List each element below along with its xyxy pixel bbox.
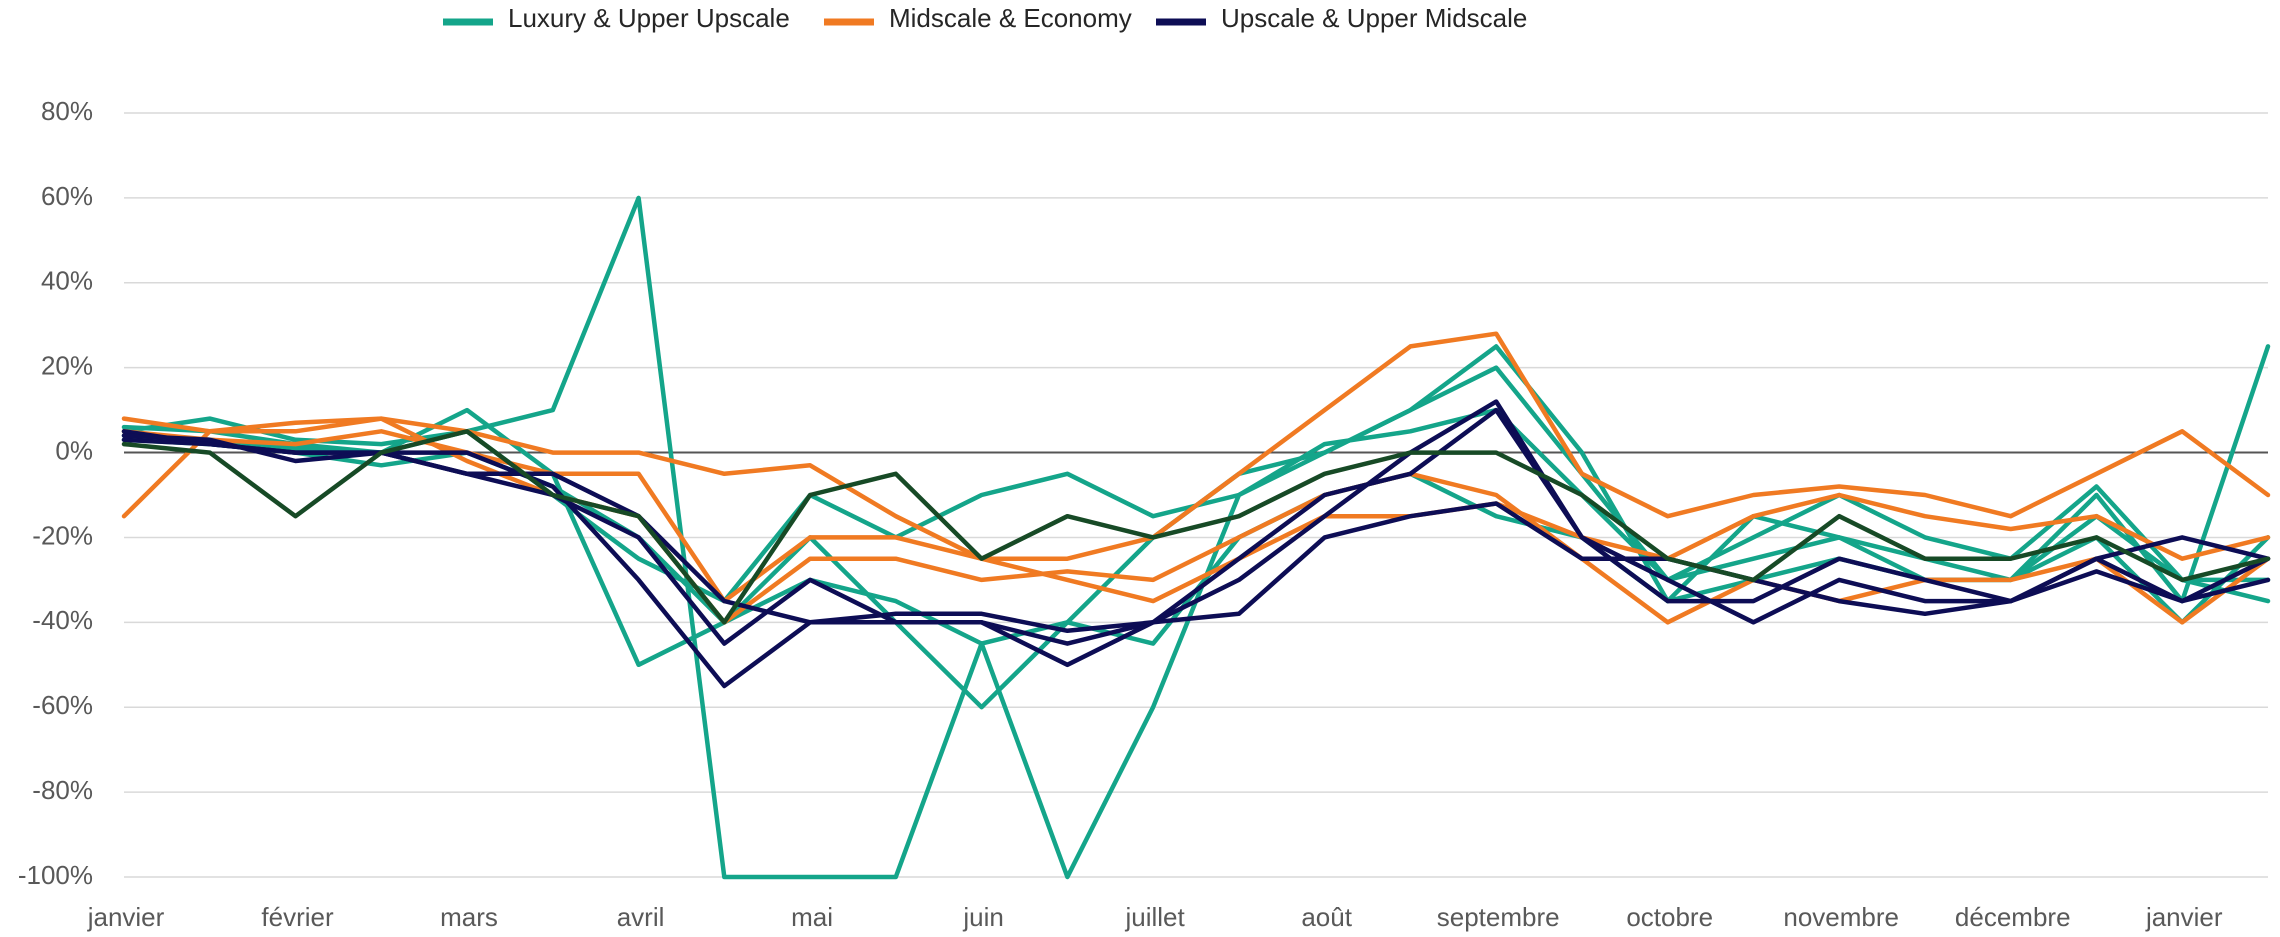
series-line (121, 433, 2271, 634)
legend-label: Luxury & Upper Upscale (508, 3, 790, 33)
x-tick-label: novembre (1783, 902, 1899, 932)
x-tick-label: février (261, 902, 334, 932)
series-line (121, 331, 2271, 561)
y-tick-label: 80% (41, 96, 93, 126)
grid (124, 112, 2268, 878)
series-line (121, 429, 2271, 625)
series-line (121, 399, 2271, 689)
x-tick-label: août (1301, 902, 1352, 932)
y-tick-label: -80% (32, 775, 93, 805)
legend: Luxury & Upper Upscale Midscale & Economy… (443, 3, 1527, 33)
y-tick-label: -100% (18, 860, 93, 890)
x-tick-label: mai (791, 902, 833, 932)
x-tick-label: avril (617, 902, 665, 932)
x-tick-label: juillet (1124, 902, 1185, 932)
x-tick-label: septembre (1437, 902, 1560, 932)
labels: -100% -80% -60% -40% -20% 0% 20% 40% 60% 80% janvi… (18, 96, 2223, 932)
x-tick-label: octobre (1626, 902, 1713, 932)
y-tick-label: 0% (55, 435, 93, 465)
y-tick-label: -20% (32, 520, 93, 550)
legend-label: Midscale & Economy (889, 3, 1132, 33)
series-line (121, 416, 2271, 625)
legend-label: Upscale & Upper Midscale (1221, 3, 1527, 33)
x-tick-label: janvier (87, 902, 165, 932)
x-tick-label: janvier (2145, 902, 2223, 932)
y-tick-label: -40% (32, 605, 93, 635)
lines (121, 195, 2271, 880)
y-tick-label: 60% (41, 181, 93, 211)
x-tick-label: juin (962, 902, 1003, 932)
series-line (121, 407, 2271, 646)
y-tick-label: -60% (32, 690, 93, 720)
x-tick-label: mars (440, 902, 498, 932)
x-tick-label: décembre (1955, 902, 2071, 932)
y-tick-label: 40% (41, 266, 93, 296)
y-tick-label: 20% (41, 351, 93, 381)
